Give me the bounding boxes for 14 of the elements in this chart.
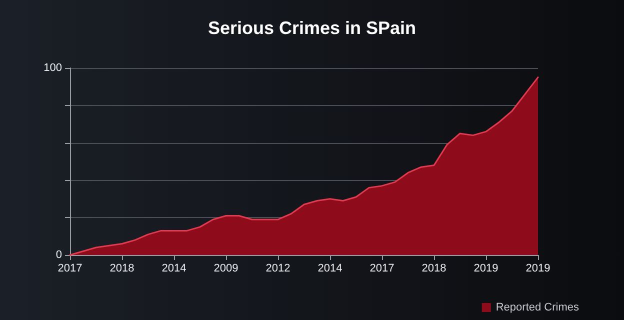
x-tick-label: 2018 bbox=[422, 262, 446, 274]
legend-label: Reported Crimes bbox=[496, 302, 580, 314]
x-tick-label: 2017 bbox=[58, 262, 82, 274]
x-tick-label: 2014 bbox=[162, 262, 186, 274]
x-tick-label: 2019 bbox=[474, 262, 498, 274]
y-tick-label: 0 bbox=[56, 249, 62, 261]
x-tick-label: 2018 bbox=[110, 262, 134, 274]
x-tick-label: 2014 bbox=[318, 262, 342, 274]
chart-title: Serious Crimes in SPain bbox=[208, 18, 416, 38]
x-tick-label: 2009 bbox=[214, 262, 238, 274]
x-tick-label: 2019 bbox=[526, 262, 550, 274]
x-tick-label: 2012 bbox=[266, 262, 290, 274]
y-tick-label: 100 bbox=[44, 62, 62, 74]
x-tick-label: 2017 bbox=[370, 262, 394, 274]
